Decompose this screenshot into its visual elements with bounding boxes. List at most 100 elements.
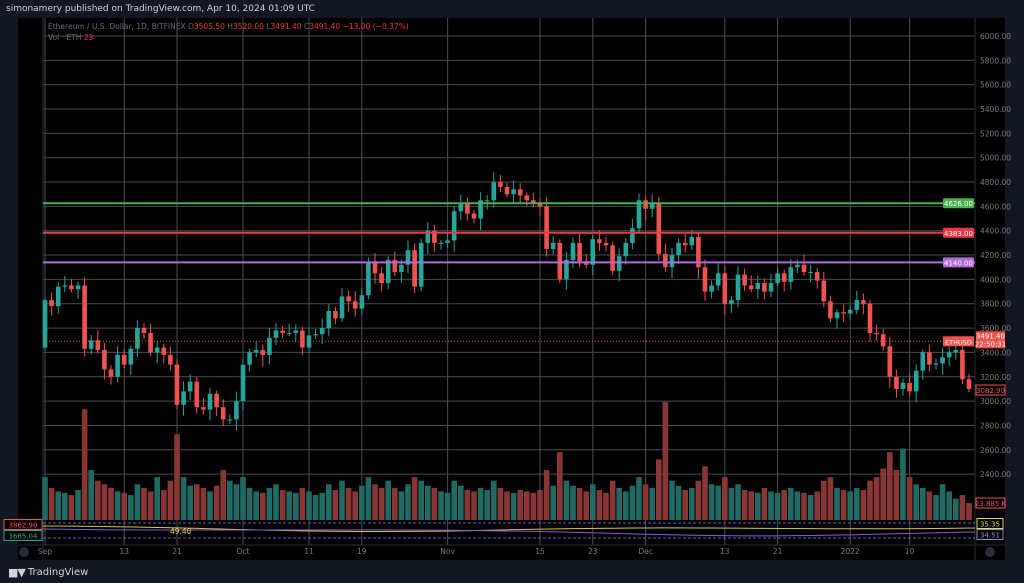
auto-scale-button[interactable] <box>985 547 995 557</box>
volume-bar <box>781 490 787 520</box>
volume-bar <box>867 480 873 520</box>
volume-bar <box>458 485 464 520</box>
candle-body <box>313 334 318 336</box>
volume-bar <box>689 487 695 520</box>
close-value: 3491.40 <box>309 22 341 31</box>
volume-bar <box>794 491 801 520</box>
volume-bar <box>900 448 906 520</box>
volume-bar <box>425 485 431 520</box>
volume-bar <box>167 480 174 520</box>
candle-body <box>458 203 464 212</box>
volume-bar <box>682 490 688 520</box>
volume-bar <box>755 492 761 520</box>
volume-bar <box>68 495 75 520</box>
volume-bar <box>438 491 444 520</box>
candle-body <box>121 354 127 365</box>
volume-bar <box>444 492 451 520</box>
candle-body <box>550 242 556 249</box>
volume-bar <box>114 491 121 520</box>
candle-body <box>438 242 444 244</box>
candle-body <box>854 300 860 310</box>
volume-bar <box>609 480 616 520</box>
y-tick-label: 3600.00 <box>980 324 1011 333</box>
level-price-label: 4626.00 <box>944 200 973 208</box>
candle-body <box>828 301 833 319</box>
candle-body <box>564 259 569 280</box>
volume-bar <box>365 477 372 520</box>
candle-body <box>418 242 424 287</box>
volume-bar <box>629 485 636 520</box>
x-tick-label: 10 <box>905 547 915 556</box>
volume-bar <box>893 470 900 520</box>
y-tick-label: 5800.00 <box>980 56 1011 65</box>
candle-body <box>577 242 582 262</box>
volume-bar <box>537 490 543 520</box>
candle-body <box>471 213 477 219</box>
volume-bar <box>649 487 655 520</box>
candle-body <box>201 407 206 410</box>
volume-bar <box>834 487 840 520</box>
candle-body <box>286 332 292 334</box>
level-price-tag <box>943 198 974 209</box>
volume-bar <box>728 487 735 520</box>
volume-bar <box>326 484 332 520</box>
timezone-button[interactable] <box>19 547 29 557</box>
y-tick-label: 2600.00 <box>980 446 1011 455</box>
volume-bar <box>372 484 378 520</box>
candle-body <box>181 391 186 405</box>
candle-body <box>511 189 516 195</box>
candle-body <box>900 382 906 389</box>
y-tick-label: 4800.00 <box>980 178 1011 187</box>
candle-body <box>894 376 899 389</box>
candle-body <box>141 328 147 333</box>
volume-bar <box>543 470 550 520</box>
volume-bar <box>286 491 292 520</box>
candle-body <box>781 273 787 282</box>
volume-bar <box>887 452 893 520</box>
volume-bar <box>174 434 180 520</box>
candle-body <box>267 337 272 355</box>
volume-bar <box>491 480 497 520</box>
volume-bar <box>405 484 411 520</box>
tradingview-logo-icon: ■▼ <box>8 566 26 579</box>
volume-bar <box>636 477 642 520</box>
brand-name: TradingView <box>27 567 89 578</box>
chart-background <box>18 18 1005 560</box>
change-value: −13.00 (−0.37%) <box>342 22 409 31</box>
volume-bar <box>774 492 781 520</box>
volume-bar <box>557 452 563 520</box>
volume-bar <box>675 485 682 520</box>
volume-bar <box>695 480 702 520</box>
volume-bar <box>854 487 860 520</box>
high-value: 3520.00 <box>232 22 264 31</box>
volume-bar <box>253 491 259 520</box>
volume-bar <box>840 490 847 520</box>
last-price-tag <box>976 331 1005 349</box>
y-tick-label: 6000.00 <box>980 32 1011 41</box>
candle-body <box>207 393 213 410</box>
y-tick-label: 5000.00 <box>980 154 1011 163</box>
candle-body <box>366 262 371 296</box>
volume-bar <box>359 485 365 520</box>
x-tick-label: 21 <box>773 547 783 556</box>
candle-body <box>570 242 576 260</box>
x-tick-label: 19 <box>357 547 367 556</box>
candle-body <box>478 200 483 219</box>
volume-bar <box>715 485 721 520</box>
volume-bar <box>596 490 603 520</box>
volume-bar <box>81 409 88 520</box>
price-tag-label: 3082.90 <box>976 387 1005 395</box>
volume-bar <box>392 487 398 520</box>
volume-bar <box>517 490 523 520</box>
volume-bar <box>735 484 741 520</box>
candle-body <box>768 283 774 292</box>
candle-body <box>240 364 246 402</box>
y-tick-label: 4000.00 <box>980 275 1011 284</box>
candle-body <box>597 239 602 243</box>
volume-bar <box>563 480 570 520</box>
volume-bar <box>583 491 589 520</box>
candle-body <box>75 285 81 290</box>
candle-body <box>405 250 411 265</box>
volume-bar <box>121 492 127 520</box>
